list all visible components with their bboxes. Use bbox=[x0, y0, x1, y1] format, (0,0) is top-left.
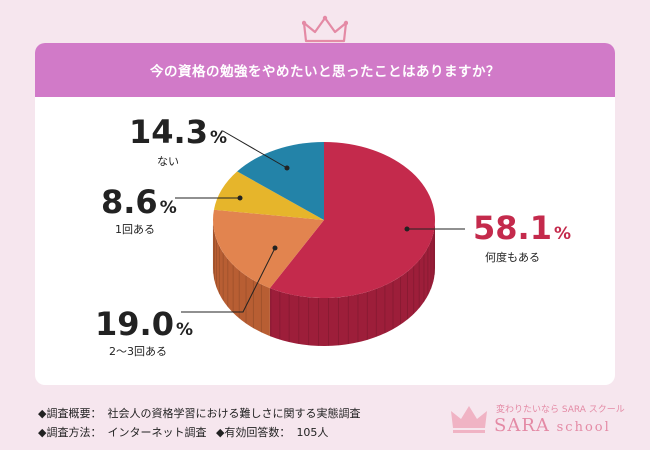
slice1-value: 19.0% bbox=[95, 305, 193, 343]
survey-notes: ◆調査概要： 社会人の資格学習における難しさに関する実態調査 ◆調査方法： インター… bbox=[38, 404, 366, 442]
pie-slice-0 bbox=[269, 142, 435, 298]
brand-tagline: 変わりたいなら SARA スクール bbox=[496, 405, 625, 415]
leader-line-slice3 bbox=[222, 130, 288, 169]
pie-slice-3 bbox=[237, 142, 324, 220]
slice0-value: 58.1% bbox=[473, 209, 571, 247]
slice3-value: 14.3% bbox=[129, 113, 227, 151]
leader-dot-slice2 bbox=[237, 195, 243, 201]
slice3-label: ない bbox=[157, 155, 179, 168]
leader-dot-slice0 bbox=[404, 226, 410, 232]
leader-dot-slice3 bbox=[284, 165, 290, 171]
pie-slice-1 bbox=[213, 209, 324, 289]
leader-dot-slice1 bbox=[272, 245, 278, 251]
survey-method: ◆調査方法： インターネット調査 ◆有効回答数： 105人 bbox=[38, 426, 329, 439]
pie-slice-2 bbox=[213, 171, 324, 220]
chart-title: 今の資格の勉強をやめたいと思ったことはありますか？ bbox=[35, 43, 615, 97]
brand-logo: 変わりたいなら SARA スクール SARA school bbox=[450, 400, 625, 440]
slice2-label: 1回ある bbox=[115, 223, 155, 236]
chart-card: 今の資格の勉強をやめたいと思ったことはありますか？ 58.1% 何度もある 19… bbox=[35, 43, 615, 385]
brand-crown-icon bbox=[451, 406, 487, 433]
slice2-value: 8.6% bbox=[101, 183, 177, 221]
pie-side-slice1 bbox=[213, 220, 270, 337]
slice1-label: 2～3回ある bbox=[109, 345, 167, 358]
pie-chart: 58.1% 何度もある 19.0% 2～3回ある 8.6% 1回ある 14.3%… bbox=[95, 113, 571, 358]
survey-overview: ◆調査概要： 社会人の資格学習における難しさに関する実態調査 bbox=[38, 407, 361, 420]
slice0-label: 何度もある bbox=[485, 250, 540, 264]
brand-name: SARA school bbox=[494, 415, 611, 436]
pie-side-slice0 bbox=[269, 220, 436, 346]
pie-slices bbox=[212, 142, 436, 346]
leader-line-slice1 bbox=[181, 247, 276, 313]
